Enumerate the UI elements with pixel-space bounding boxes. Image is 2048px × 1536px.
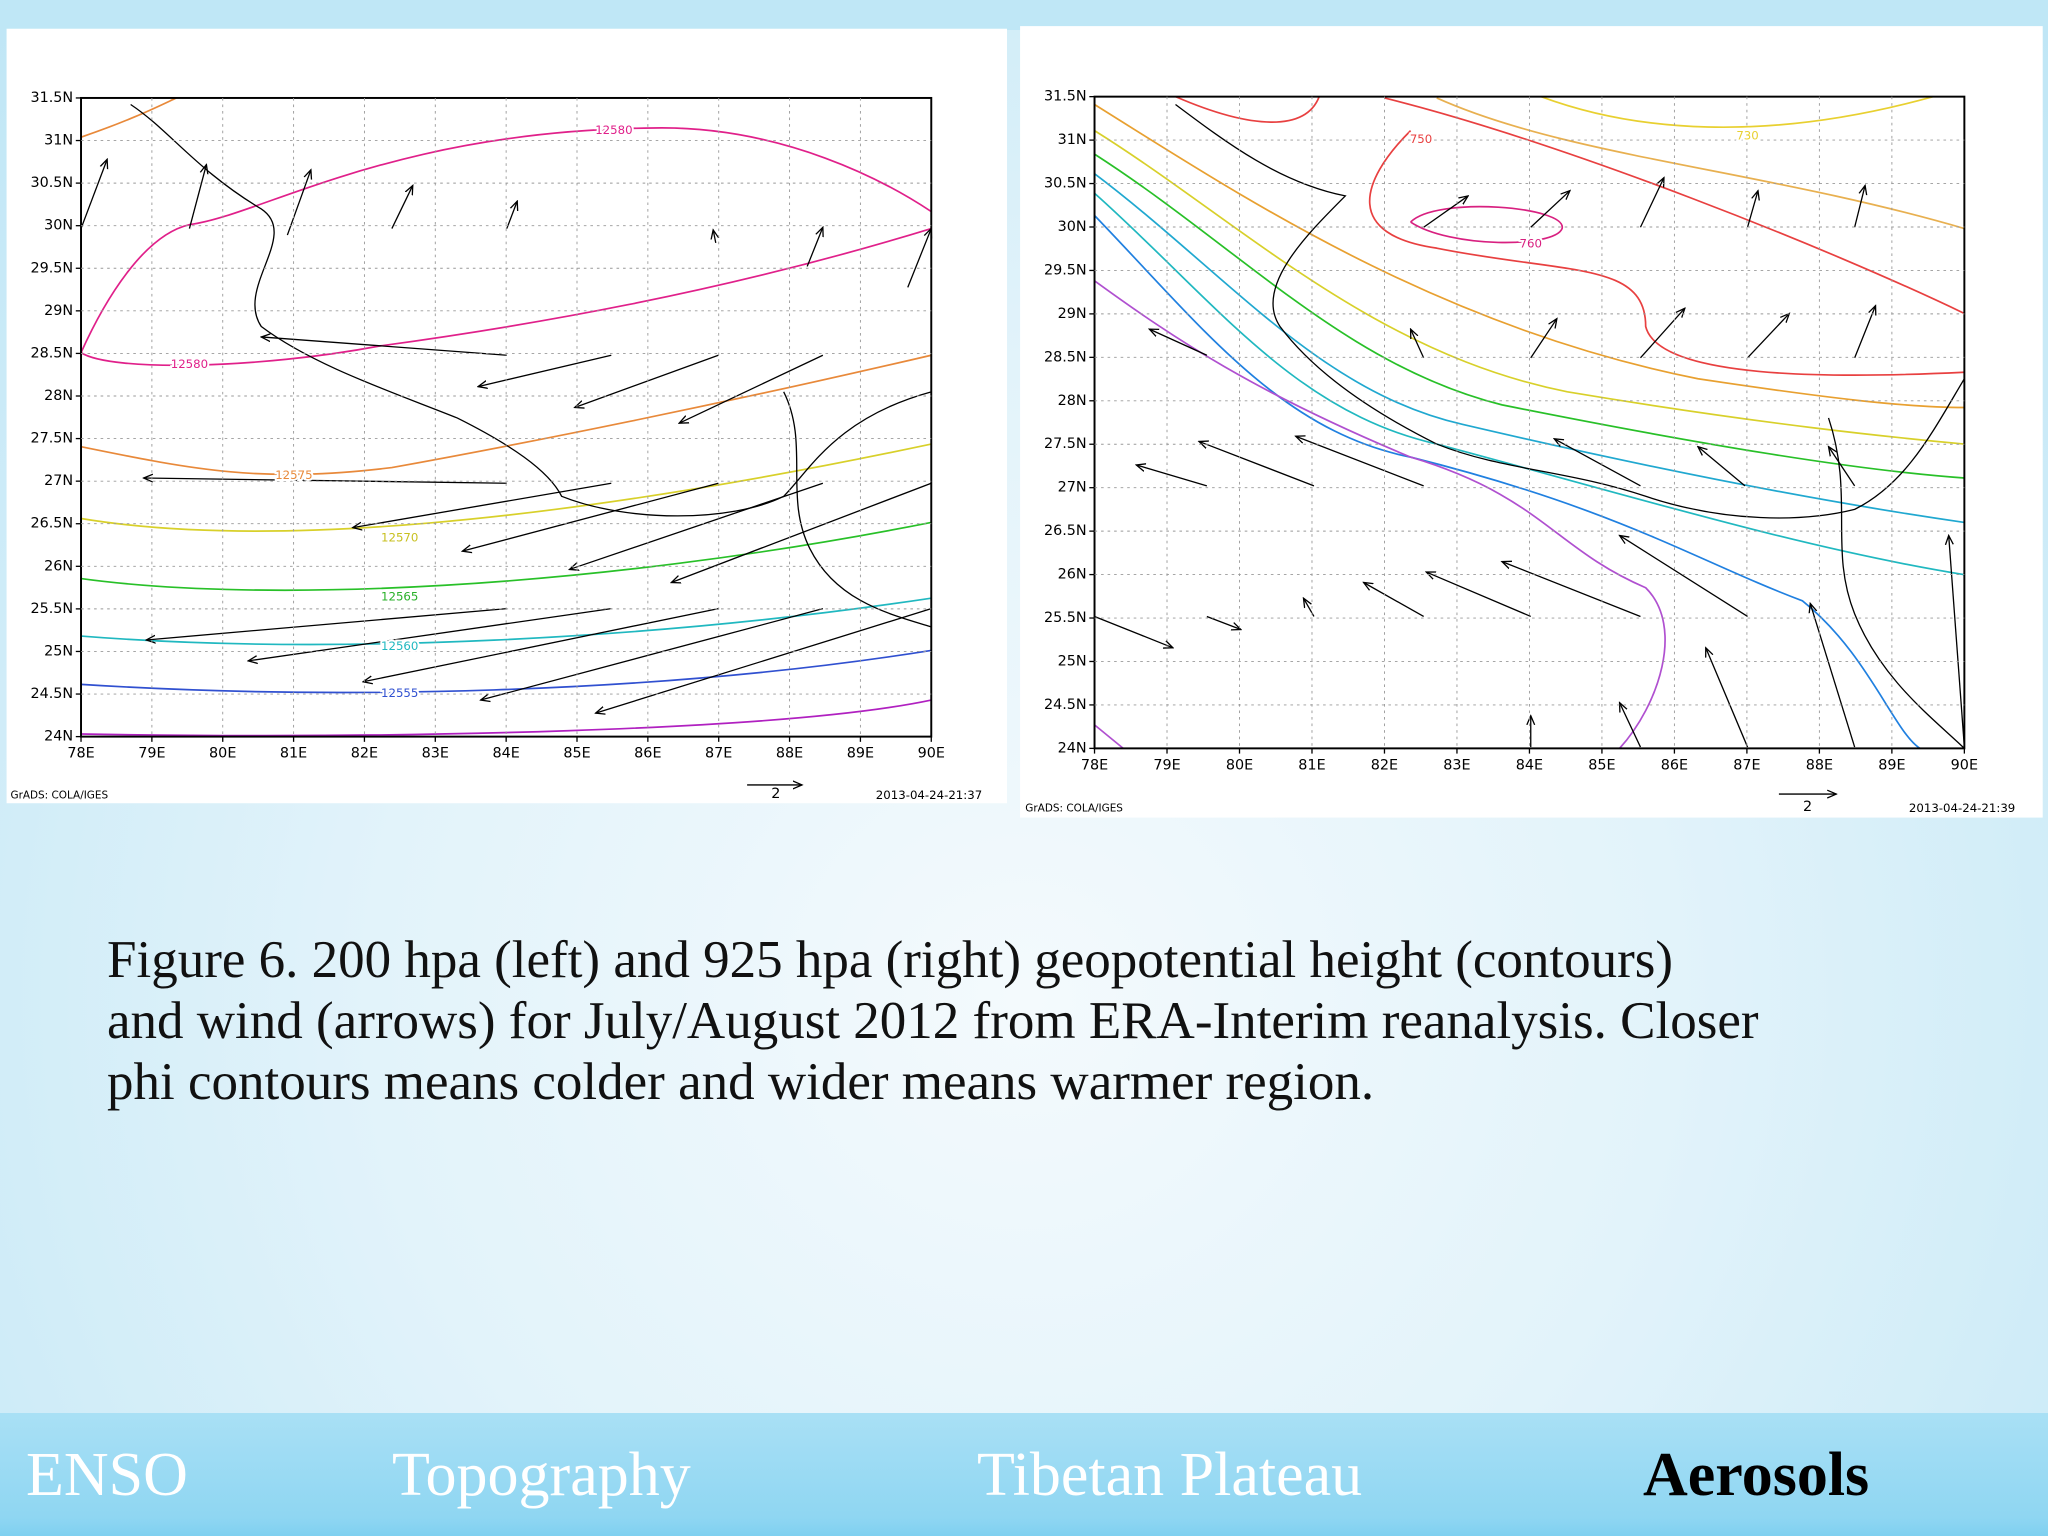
x-tick-label: 80E <box>1226 757 1253 773</box>
panel-bg <box>6 28 1008 804</box>
y-tick-label: 30.5N <box>1044 176 1087 192</box>
x-tick-label: 79E <box>1153 757 1180 773</box>
y-tick-label: 24N <box>1058 740 1087 756</box>
caption-line: Figure 6. 200 hpa (left) and 925 hpa (ri… <box>107 931 1674 989</box>
x-tick-label: 82E <box>351 746 378 762</box>
contour-label: 750 <box>1410 132 1432 146</box>
x-tick-label: 84E <box>1516 757 1543 773</box>
y-tick-label: 31N <box>44 133 73 149</box>
contour-label: 12580 <box>595 123 632 137</box>
x-tick-label: 89E <box>1878 757 1905 773</box>
y-tick-label: 24.5N <box>30 686 73 702</box>
y-tick-label: 26N <box>1058 567 1087 583</box>
caption-line: and wind (arrows) for July/August 2012 f… <box>107 992 1759 1050</box>
x-tick-label: 79E <box>138 746 165 762</box>
x-tick-label: 90E <box>1951 757 1978 773</box>
x-tick-label: 85E <box>1588 757 1615 773</box>
y-tick-label: 31.5N <box>1044 89 1087 105</box>
contour-label: 12560 <box>381 639 418 653</box>
x-tick-label: 83E <box>422 746 449 762</box>
y-tick-label: 29N <box>44 303 73 319</box>
y-tick-label: 29N <box>1058 306 1087 322</box>
contour-label: 12565 <box>381 589 418 603</box>
nav-bar <box>0 1413 2048 1536</box>
y-tick-label: 30.5N <box>30 175 73 191</box>
x-tick-label: 78E <box>67 746 94 762</box>
x-tick-label: 81E <box>1298 757 1325 773</box>
y-tick-label: 27N <box>1058 480 1087 496</box>
x-tick-label: 82E <box>1371 757 1398 773</box>
y-tick-label: 28N <box>44 388 73 404</box>
y-tick-label: 29.5N <box>1044 262 1087 278</box>
contours <box>80 97 932 737</box>
y-tick-label: 25N <box>1058 653 1087 669</box>
y-tick-label: 26.5N <box>1044 523 1087 539</box>
timestamp: 2013-04-24-21:39 <box>1909 801 2015 815</box>
top-band <box>0 0 2048 30</box>
y-tick-label: 24.5N <box>1044 697 1087 713</box>
y-tick-label: 25N <box>44 643 73 659</box>
y-tick-label: 27.5N <box>30 431 73 447</box>
y-tick-label: 26.5N <box>30 516 73 532</box>
panel-bg <box>1020 26 2043 818</box>
nav-item[interactable]: Aerosols <box>1643 1441 1870 1509</box>
x-tick-label: 86E <box>1661 757 1688 773</box>
y-tick-label: 25.5N <box>1044 610 1087 626</box>
x-tick-label: 88E <box>1806 757 1833 773</box>
x-tick-label: 90E <box>918 746 945 762</box>
x-tick-label: 83E <box>1443 757 1470 773</box>
y-tick-label: 27.5N <box>1044 436 1087 452</box>
credit: GrADS: COLA/IGES <box>1025 802 1123 814</box>
scale-label: 2 <box>1803 799 1812 815</box>
y-tick-label: 24N <box>44 729 73 745</box>
grid <box>1094 96 1965 749</box>
contour-label: 12580 <box>171 357 208 371</box>
x-tick-label: 89E <box>847 746 874 762</box>
y-tick-label: 31N <box>1058 132 1087 148</box>
nav-item[interactable]: Topography <box>392 1441 691 1509</box>
map-panel: 78E 79E 80E 81E 82E 83E 84E 85E 86E 87E 88E 89E 90E 3… <box>1020 26 2043 818</box>
x-tick-label: 78E <box>1081 757 1108 773</box>
x-tick-label: 87E <box>1733 757 1760 773</box>
contour-label: 12555 <box>381 686 418 700</box>
x-tick-label: 81E <box>280 746 307 762</box>
contour-label: 12570 <box>381 531 418 545</box>
y-tick-label: 31.5N <box>30 90 73 106</box>
nav-item[interactable]: Tibetan Plateau <box>977 1441 1363 1509</box>
y-tick-label: 26N <box>44 558 73 574</box>
x-tick-label: 85E <box>563 746 590 762</box>
y-tick-label: 30N <box>44 218 73 234</box>
wind-arrows <box>1094 178 1966 748</box>
contour-label: 760 <box>1520 237 1542 251</box>
map-panel: 78E 79E 80E 81E 82E 83E 84E 85E 86E 87E 88E 89E 90E 3… <box>6 28 1008 804</box>
x-tick-label: 84E <box>492 746 519 762</box>
caption-line: phi contours means colder and wider mean… <box>107 1053 1375 1111</box>
y-tick-label: 28.5N <box>30 345 73 361</box>
x-tick-label: 80E <box>209 746 236 762</box>
y-tick-label: 29.5N <box>30 260 73 276</box>
wind-arrows <box>80 159 931 713</box>
scale-label: 2 <box>771 786 780 802</box>
caption: Figure 6. 200 hpa (left) and 925 hpa (ri… <box>107 930 1759 1113</box>
grid <box>81 97 932 737</box>
y-tick-label: 27N <box>44 473 73 489</box>
nav-item[interactable]: ENSO <box>26 1441 188 1509</box>
y-tick-label: 28.5N <box>1044 349 1087 365</box>
x-tick-label: 86E <box>634 746 661 762</box>
y-tick-label: 30N <box>1058 219 1087 235</box>
x-tick-label: 88E <box>776 746 803 762</box>
figure-area: 78E 79E 80E 81E 82E 83E 84E 85E 86E 87E 88E 89E 90E 3… <box>6 26 2043 818</box>
credit: GrADS: COLA/IGES <box>10 789 108 801</box>
contour-label: 12575 <box>275 468 312 482</box>
x-tick-label: 87E <box>705 746 732 762</box>
y-tick-label: 25.5N <box>30 601 73 617</box>
contour-label: 730 <box>1736 128 1758 142</box>
y-tick-label: 28N <box>1058 393 1087 409</box>
timestamp: 2013-04-24-21:37 <box>876 788 982 802</box>
